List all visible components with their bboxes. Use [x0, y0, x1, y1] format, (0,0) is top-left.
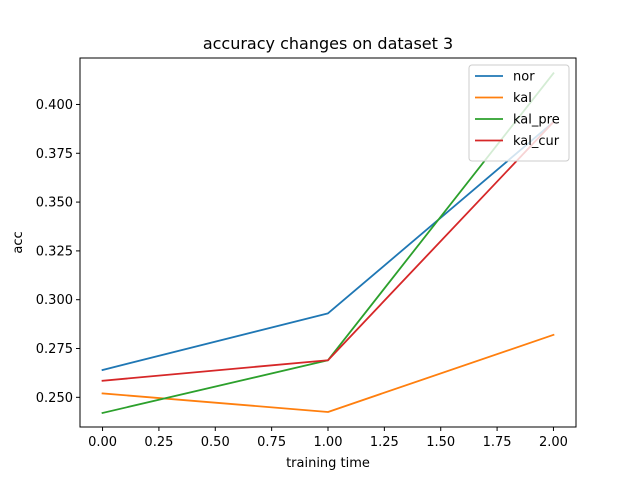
x-tick-label: 1.25 [370, 435, 399, 450]
y-axis-label: acc [11, 231, 26, 253]
y-tick-label: 0.325 [36, 244, 73, 259]
legend-label: kal_pre [513, 113, 560, 128]
y-tick-label: 0.375 [36, 147, 73, 162]
x-axis-ticks: 0.00 0.25 0.50 0.75 1.00 1.25 1.50 1.75 2.00 [88, 427, 568, 450]
plot-lines [101, 71, 555, 415]
y-tick-label: 0.250 [36, 391, 73, 406]
series-line-kal-cur [101, 120, 555, 382]
series-line-kal [101, 333, 555, 413]
legend-box [468, 64, 570, 162]
x-tick-label: 0.00 [88, 435, 117, 450]
y-axis-ticks: 0.250 0.275 0.300 0.325 0.350 0.375 0.400 [36, 98, 80, 406]
x-tick-label: 1.00 [314, 435, 343, 450]
y-tick-label: 0.350 [36, 196, 73, 211]
y-tick-label: 0.400 [36, 98, 73, 113]
legend-label: kal_cur [513, 134, 560, 149]
y-tick-label: 0.275 [36, 342, 73, 357]
x-axis-label: training time [286, 456, 370, 471]
x-tick-label: 0.50 [201, 435, 230, 450]
chart-title: accuracy changes on dataset 3 [203, 34, 453, 53]
legend-label: nor [513, 70, 535, 85]
x-tick-label: 1.75 [483, 435, 512, 450]
x-tick-label: 0.25 [144, 435, 173, 450]
legend: nor kal kal_pre kal_cur [468, 64, 570, 162]
x-tick-label: 1.50 [426, 435, 455, 450]
y-tick-label: 0.300 [36, 293, 73, 308]
x-tick-label: 2.00 [539, 435, 568, 450]
x-tick-label: 0.75 [257, 435, 286, 450]
legend-label: kal [513, 91, 532, 106]
series-line-nor [101, 120, 555, 372]
